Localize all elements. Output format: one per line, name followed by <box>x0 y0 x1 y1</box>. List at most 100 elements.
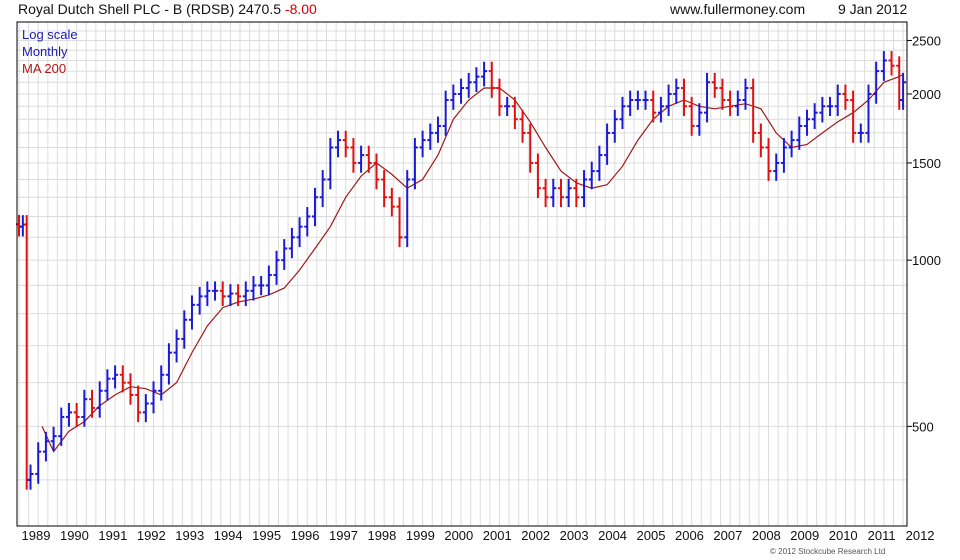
price-bar <box>665 84 672 117</box>
legend-period: Monthly <box>22 44 68 59</box>
price-bar <box>696 103 703 136</box>
price-bar <box>581 170 588 208</box>
price-bar <box>127 373 134 405</box>
x-axis: 1989 1990 1991 1992 1993 1994 1995 1996 1997 1998… <box>22 528 935 543</box>
price-bar <box>212 281 219 301</box>
price-bar <box>365 145 372 173</box>
x-tick-label: 1999 <box>406 528 435 543</box>
price-change: -8.00 <box>284 1 317 17</box>
price-bar <box>704 72 711 123</box>
price-bar <box>42 431 49 462</box>
price-bar <box>773 153 780 181</box>
price-bar <box>181 310 188 349</box>
y-tick-label: 2000 <box>912 87 941 102</box>
x-tick-label: 1989 <box>22 528 51 543</box>
price-bar <box>504 96 511 117</box>
price-bar <box>319 170 326 208</box>
price-bar <box>573 178 580 208</box>
price-bar <box>900 72 907 110</box>
price-bar <box>481 61 488 87</box>
price-bar <box>227 284 234 307</box>
x-tick-label: 2009 <box>790 528 819 543</box>
price-bar <box>488 61 495 98</box>
price-bar <box>242 281 249 307</box>
price-bar <box>519 109 526 143</box>
price-bar <box>96 381 103 418</box>
price-bar <box>250 276 257 301</box>
price-bar <box>335 130 342 158</box>
price-bar <box>219 281 226 307</box>
price-bar <box>742 78 749 110</box>
price-bar <box>788 130 795 158</box>
instrument-name: Royal Dutch Shell PLC - B (RDSB) <box>18 1 235 17</box>
price-bar <box>112 365 119 389</box>
x-tick-label: 2007 <box>713 528 742 543</box>
price-bar <box>35 442 42 484</box>
price-bar <box>688 96 695 136</box>
x-tick-label: 1993 <box>175 528 204 543</box>
site-link[interactable]: www.fullermoney.com <box>670 1 806 17</box>
price-bar <box>381 170 388 208</box>
price-bar <box>473 67 480 93</box>
price-bar <box>373 153 380 190</box>
x-tick-label: 1994 <box>214 528 243 543</box>
legend-ma: MA 200 <box>22 61 67 76</box>
price-bar <box>627 90 634 117</box>
price-bar <box>619 96 626 130</box>
price-bar <box>811 103 818 130</box>
price-bar <box>281 239 288 270</box>
price-bar <box>550 178 557 208</box>
ma-200-line <box>41 73 904 453</box>
price-bar <box>673 78 680 104</box>
price-bar <box>680 78 687 117</box>
price-bar <box>642 90 649 110</box>
x-tick-label: 2010 <box>829 528 858 543</box>
price-bar <box>442 90 449 136</box>
x-tick-label: 2003 <box>560 528 589 543</box>
x-tick-label: 1998 <box>367 528 396 543</box>
price-bar <box>204 281 211 307</box>
price-bar <box>873 61 880 104</box>
price-bar <box>27 464 34 490</box>
price-bar <box>565 178 572 208</box>
price-bar <box>327 138 334 190</box>
price-bar <box>158 365 165 401</box>
price-bar <box>304 207 311 237</box>
price-bar <box>634 90 641 110</box>
price-bar <box>235 284 242 307</box>
price-bar <box>73 402 80 427</box>
price-bar <box>150 381 157 414</box>
price-bar <box>557 178 564 208</box>
price-bar <box>358 145 365 173</box>
x-tick-label: 1995 <box>252 528 281 543</box>
price-bar <box>880 51 887 81</box>
price-bar <box>604 123 611 165</box>
x-tick-label: 2011 <box>868 528 896 543</box>
price-bar <box>89 389 96 418</box>
price-bar <box>542 178 549 208</box>
x-tick-label: 2012 <box>906 528 935 543</box>
price-bar <box>780 138 787 173</box>
price-bar <box>511 96 518 130</box>
x-tick-label: 2000 <box>444 528 473 543</box>
price-bar <box>65 402 72 427</box>
price-bar <box>58 407 65 446</box>
price-bar <box>450 84 457 110</box>
price-bar <box>534 153 541 198</box>
y-tick-label: 1500 <box>912 156 941 171</box>
price-bar <box>734 90 741 117</box>
price-bar <box>803 109 810 136</box>
price-bar <box>411 138 418 190</box>
price-bar <box>258 276 265 296</box>
price-bar <box>396 197 403 248</box>
price-bar <box>458 78 465 104</box>
x-tick-label: 2002 <box>521 528 550 543</box>
price-bar <box>857 123 864 143</box>
x-tick-label: 2004 <box>598 528 627 543</box>
price-bar <box>842 84 849 110</box>
price-bar <box>288 227 295 259</box>
price-bar <box>850 90 857 143</box>
x-tick-label: 1991 <box>98 528 127 543</box>
x-tick-label: 2008 <box>752 528 781 543</box>
